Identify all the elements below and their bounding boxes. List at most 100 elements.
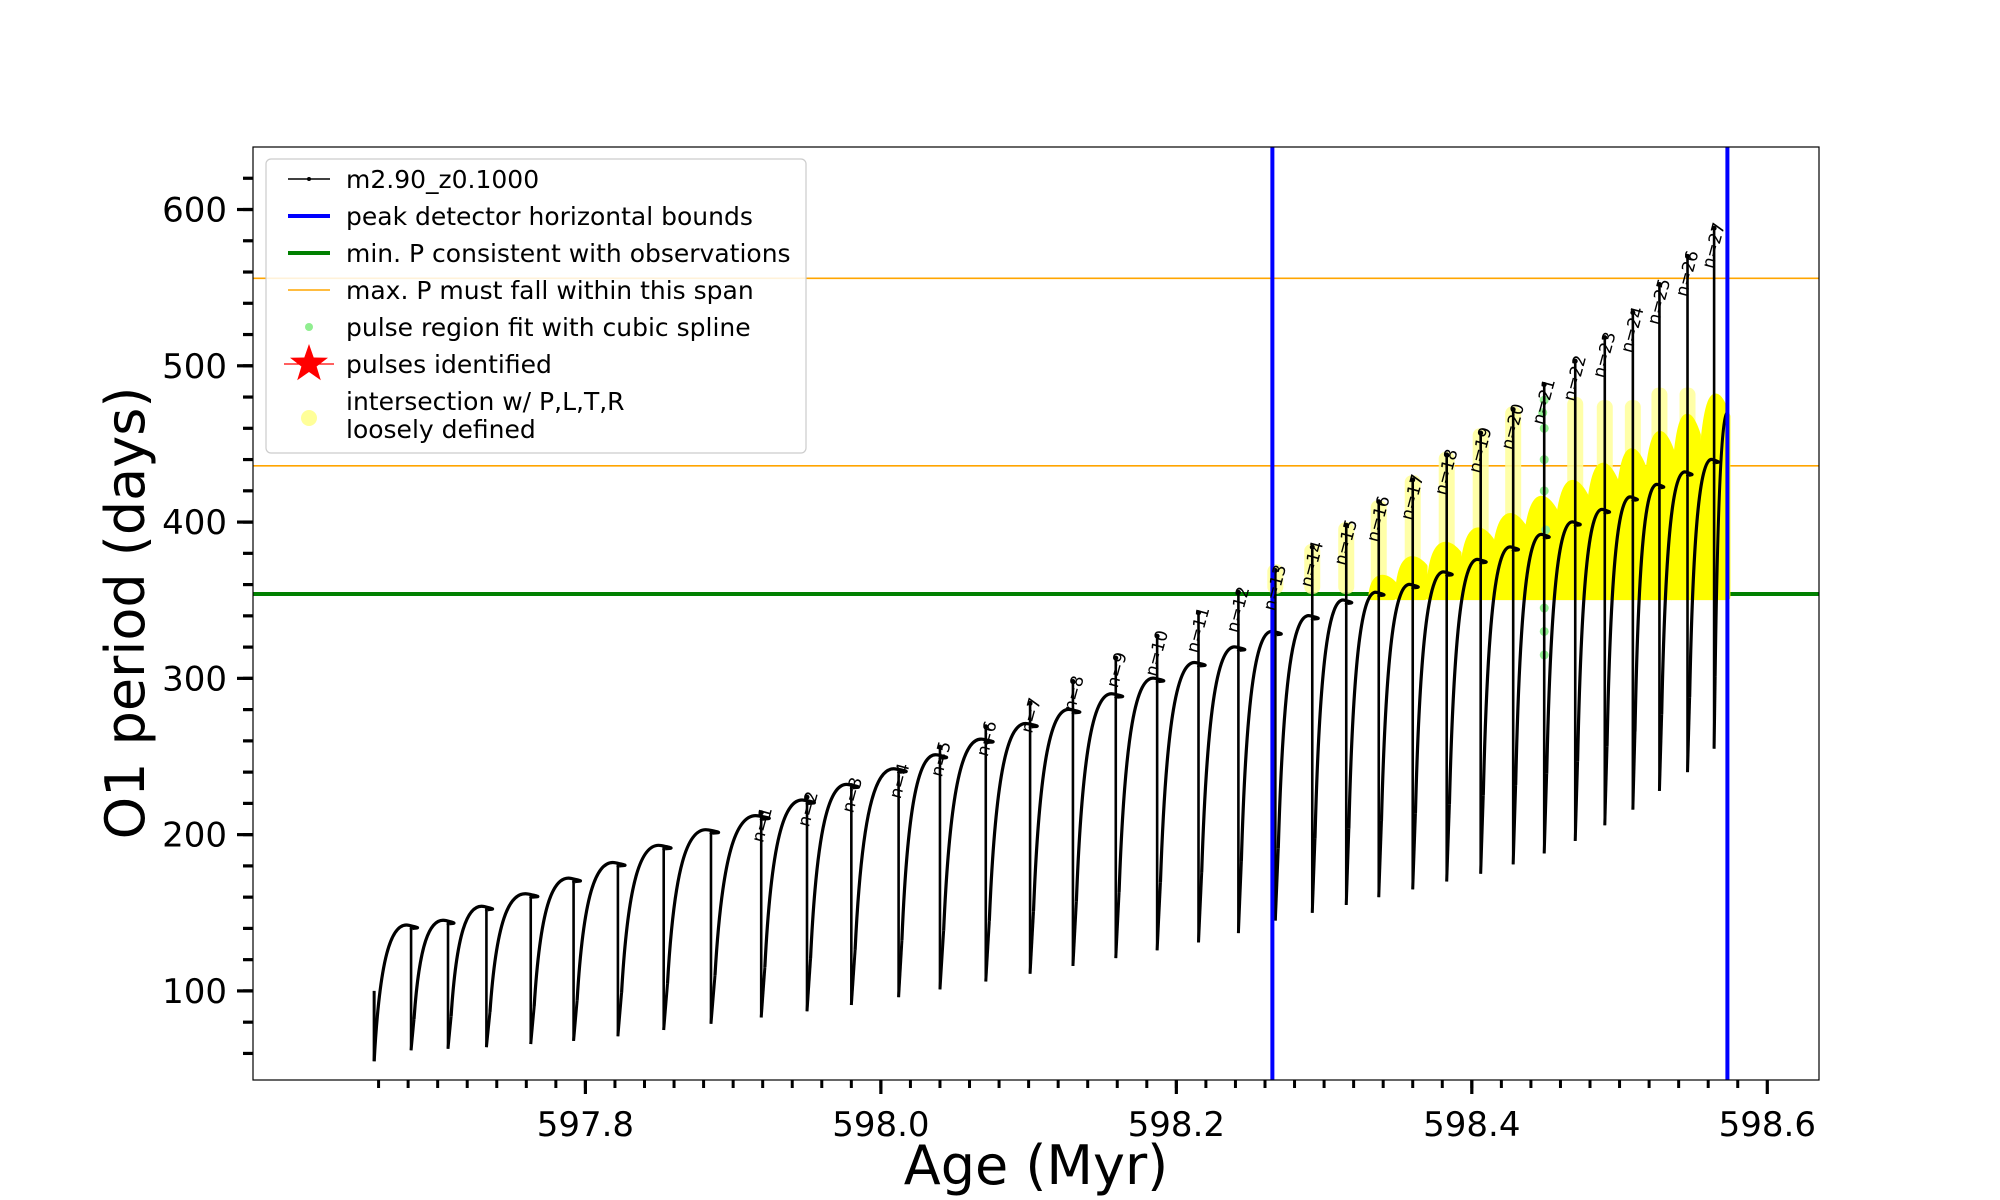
- spike-tip-18: [1196, 610, 1202, 616]
- x-axis-title: Age (Myr): [904, 1134, 1169, 1197]
- y-tick-label: 200: [162, 816, 227, 856]
- cycle-rise-32: [1657, 714, 1664, 791]
- cycle-rise-7: [709, 975, 717, 1024]
- x-tick-label: 598.0: [832, 1105, 929, 1145]
- legend-item-0: m2.90_z0.1000: [288, 165, 539, 194]
- spike-tip-13: [983, 724, 989, 730]
- cycle-rise-16: [1114, 891, 1121, 959]
- cycle-rise-8: [759, 966, 767, 1018]
- spike-tip-32: [1656, 282, 1662, 288]
- cycle-arc-16: [1074, 692, 1125, 902]
- spike-tip-26: [1478, 430, 1484, 436]
- spike-tip-12: [937, 744, 943, 750]
- cycle-rise-5: [616, 992, 624, 1037]
- cycle-rise-29: [1573, 761, 1580, 841]
- cycle-arc-23: [1347, 590, 1386, 829]
- x-tick-label: 598.2: [1128, 1105, 1225, 1145]
- cycle-arc-22: [1313, 598, 1354, 839]
- legend-label: max. P must fall within this span: [346, 276, 754, 305]
- intersection-arch-3: [1458, 527, 1495, 601]
- cycle-arc-5: [575, 861, 627, 1001]
- cycle-arc-1: [412, 918, 456, 1020]
- cycle-arc-8: [713, 814, 771, 976]
- cycle-arc-33: [1660, 470, 1694, 715]
- x-tick-label: 598.6: [1719, 1105, 1816, 1145]
- intersection-arch-7: [1582, 462, 1619, 601]
- intersection-arch-6: [1551, 480, 1589, 601]
- cycle-arc-0: [372, 923, 420, 1062]
- legend-label-line2: loosely defined: [346, 415, 536, 444]
- cycle-rise-26: [1479, 795, 1485, 874]
- cycle-rise-1: [446, 1016, 453, 1049]
- spike-tip-15: [1070, 678, 1076, 684]
- cycle-arc-2: [449, 904, 495, 1017]
- spike-tip-30: [1602, 335, 1608, 341]
- spike-tip-31: [1630, 310, 1636, 316]
- legend-swatch-dot: [307, 177, 311, 181]
- legend-box: [265, 158, 807, 454]
- cycle-arc-7: [665, 828, 721, 984]
- intersection-arch-10: [1668, 413, 1701, 601]
- spike-tip-27: [1510, 407, 1516, 413]
- spike-tip-29: [1572, 358, 1578, 364]
- legend-swatch: [301, 410, 317, 426]
- x-axis: 597.8 598.0 598.2 598.4 598.6: [377, 1080, 1816, 1145]
- cycle-arc-32: [1633, 482, 1666, 732]
- cycle-arc-30: [1576, 507, 1612, 762]
- cycle-arc-20: [1239, 629, 1283, 862]
- cycle-rise-12: [938, 930, 946, 990]
- x-tick-label: 597.8: [537, 1105, 634, 1145]
- cycle-arc-6: [619, 843, 673, 993]
- spike-tip-23: [1376, 499, 1382, 505]
- legend-item-1: peak detector horizontal bounds: [288, 202, 753, 231]
- cycle-rise-2: [484, 1011, 492, 1048]
- y-tick-label: 300: [162, 659, 227, 699]
- intersection-arch-5: [1520, 495, 1558, 601]
- legend-label: min. P consistent with observations: [346, 239, 791, 268]
- cycle-rise-23: [1377, 820, 1383, 898]
- cycle-rise-0: [409, 1018, 416, 1051]
- y-tick-label: 500: [162, 347, 227, 387]
- legend-label: pulses identified: [346, 350, 552, 379]
- cycle-rise-13: [984, 920, 991, 982]
- legend-item-2: min. P consistent with observations: [288, 239, 791, 268]
- cycle-rise-11: [897, 940, 904, 998]
- spike-tip-14: [1027, 700, 1033, 706]
- legend-item-5: pulses identified: [284, 344, 552, 381]
- cycle-arc-9: [763, 798, 816, 968]
- cycle-arc-12: [900, 753, 949, 941]
- cycle-arc-26: [1447, 557, 1488, 805]
- cycle-rise-20: [1273, 848, 1280, 921]
- plot-frame: [252, 146, 1820, 1081]
- legend-label: pulse region fit with cubic spline: [346, 313, 751, 342]
- cycle-rise-18: [1197, 872, 1204, 943]
- cycle-rise-21: [1310, 838, 1317, 913]
- cycle-rise-31: [1631, 731, 1637, 810]
- legend-item-4: pulse region fit with cubic spline: [305, 313, 751, 342]
- intersection-arch-4: [1489, 513, 1527, 601]
- cycle-arc-21: [1276, 614, 1320, 849]
- cycle-rise-25: [1445, 804, 1451, 882]
- cycle-rise-6: [662, 983, 669, 1031]
- cycle-arc-31: [1605, 495, 1639, 747]
- x-tick-label: 598.4: [1423, 1105, 1520, 1145]
- spike-tip-9: [804, 794, 810, 800]
- cycle-rise-24: [1411, 813, 1417, 890]
- cycle-rise-14: [1028, 911, 1036, 974]
- cycle-arc-18: [1158, 661, 1207, 883]
- cycle-arc-13: [942, 737, 995, 931]
- cycle-arc-14: [987, 722, 1039, 922]
- spike-tip-33: [1685, 253, 1691, 259]
- vertical-lines: [1270, 147, 1730, 1080]
- cycle-rise-33: [1686, 697, 1692, 773]
- cycle-rise-17: [1155, 882, 1162, 951]
- cycle-arc-27: [1481, 545, 1520, 796]
- spike-tip-28: [1541, 382, 1547, 388]
- y-tick-label: 400: [162, 503, 227, 543]
- cycle-rise-3: [529, 1006, 536, 1045]
- cycle-arc-25: [1413, 570, 1454, 814]
- y-tick-label: 600: [162, 191, 227, 231]
